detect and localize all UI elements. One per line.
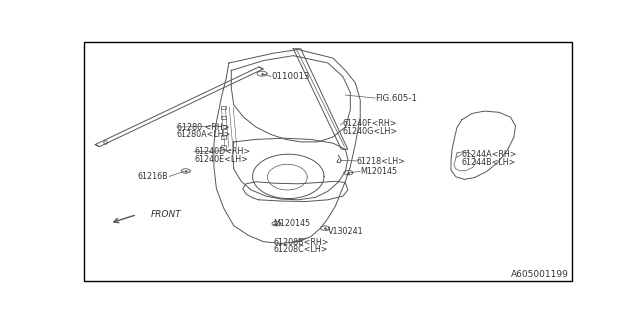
Text: 61208B<RH>: 61208B<RH> xyxy=(273,238,329,247)
Text: 0110013: 0110013 xyxy=(271,72,310,81)
Text: 61208C<LH>: 61208C<LH> xyxy=(273,245,328,254)
Bar xyxy=(221,125,227,129)
Text: FRONT: FRONT xyxy=(151,210,182,219)
Text: 61280 <RH>: 61280 <RH> xyxy=(177,123,229,132)
Bar xyxy=(221,145,227,148)
Bar xyxy=(221,135,227,139)
Text: 61240G<LH>: 61240G<LH> xyxy=(343,127,398,136)
Text: 61240E<LH>: 61240E<LH> xyxy=(194,155,248,164)
Bar xyxy=(221,116,227,119)
Bar xyxy=(221,106,227,109)
Text: FIG.605-1: FIG.605-1 xyxy=(375,94,417,103)
Text: 61244A<RH>: 61244A<RH> xyxy=(462,150,517,159)
Text: M120145: M120145 xyxy=(360,167,397,176)
Text: 61216B: 61216B xyxy=(137,172,168,181)
Text: 61240D<RH>: 61240D<RH> xyxy=(194,147,250,156)
Text: M120145: M120145 xyxy=(273,219,310,228)
Text: A605001199: A605001199 xyxy=(511,270,568,279)
Text: 61240F<RH>: 61240F<RH> xyxy=(343,119,397,128)
Text: 61218<LH>: 61218<LH> xyxy=(356,157,406,166)
Text: V130241: V130241 xyxy=(328,227,364,236)
Text: 61280A<LH>: 61280A<LH> xyxy=(177,131,231,140)
Text: 61244B<LH>: 61244B<LH> xyxy=(462,157,516,167)
